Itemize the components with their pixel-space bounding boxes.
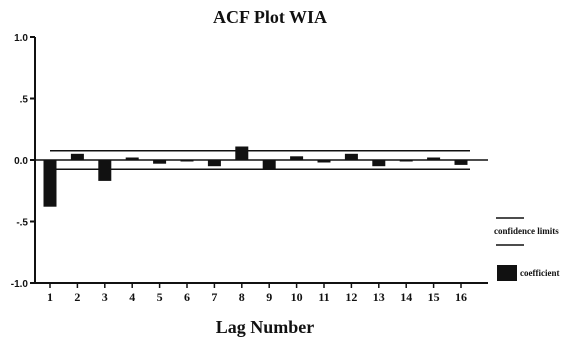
bar-lag-12 [344,153,358,160]
confidence-limit-lines [50,150,470,170]
y-tick-label: -.5 [16,218,28,229]
x-tick-label: 14 [400,290,412,304]
y-tick-label: 1.0 [14,33,28,44]
x-axis-ticks: 1 2 3 4 5 6 7 8 9 10 11 12 13 14 15 16 [47,283,467,304]
x-tick-label: 2 [74,290,80,304]
x-tick-label: 16 [455,290,467,304]
x-tick-label: 6 [184,290,190,304]
bar-lag-10 [290,156,304,160]
bar-lag-5 [153,160,167,164]
legend: confidence limits coefficient [494,217,559,281]
bar-lag-16 [454,160,468,165]
bar-lag-6 [180,160,194,162]
bar-lag-15 [427,157,441,160]
bar-lag-7 [207,160,221,167]
x-axis-title: Lag Number [216,317,315,337]
x-tick-label: 15 [428,290,440,304]
legend-coefficient-swatch [497,265,517,281]
x-tick-label: 4 [129,290,135,304]
bar-lag-1 [43,160,57,207]
x-tick-label: 3 [102,290,108,304]
x-tick-label: 7 [211,290,217,304]
y-axis-ticks: 1.0 .5 0.0 -.5 -1.0 [11,33,35,290]
bar-lag-11 [317,160,331,163]
x-tick-label: 1 [47,290,53,304]
bar-lag-4 [125,157,139,160]
bar-lag-2 [70,153,84,160]
coefficient-bars [43,146,468,207]
x-tick-label: 12 [345,290,357,304]
bar-lag-14 [399,160,413,162]
x-tick-label: 8 [239,290,245,304]
x-tick-label: 9 [266,290,272,304]
bar-lag-9 [262,160,276,169]
y-tick-label: -1.0 [11,279,29,290]
bar-lag-3 [98,160,112,181]
legend-confidence-label: confidence limits [494,226,559,236]
x-tick-label: 13 [373,290,385,304]
bar-lag-13 [372,160,386,167]
x-tick-label: 10 [291,290,303,304]
bar-lag-8 [235,146,249,160]
legend-coefficient-label: coefficient [520,268,559,278]
y-tick-label: .5 [20,95,29,106]
y-tick-label: 0.0 [14,156,28,167]
x-tick-label: 5 [157,290,163,304]
x-tick-label: 11 [318,290,329,304]
chart-title: ACF Plot WIA [213,7,327,27]
